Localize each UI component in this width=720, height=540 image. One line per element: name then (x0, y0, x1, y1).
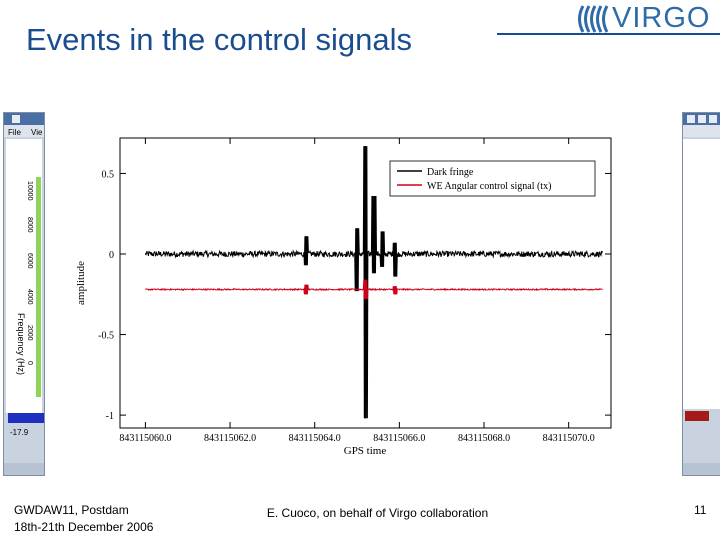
colorbar (8, 413, 44, 423)
virgo-logo (578, 5, 609, 33)
window-titlebar (4, 113, 44, 125)
menu-view: Vie (31, 128, 43, 137)
spectrogram-ytick: 0 (26, 361, 33, 365)
x-tick-label: 843115062.0 (204, 433, 256, 444)
window-statusbar (683, 463, 720, 475)
spectrogram-ylabel: Frequency (Hz) (16, 313, 26, 375)
spectrogram-ytick: 2000 (26, 325, 33, 341)
legend-label: WE Angular control signal (tx) (427, 181, 551, 192)
y-tick-label: -1 (106, 411, 114, 422)
footer-dates: 18th-21th December 2006 (14, 520, 154, 534)
series-line-1 (145, 279, 603, 300)
legend-label: Dark fringe (427, 167, 474, 178)
close-icon (709, 115, 717, 123)
background-window-right-content (683, 113, 720, 475)
maximize-icon (698, 115, 706, 123)
menu-bar (4, 125, 44, 137)
background-window-left-content: File Vie Frequency (Hz) 10000 8000 6000 … (4, 113, 44, 475)
footer-author: E. Cuoco, on behalf of Virgo collaborati… (266, 506, 489, 520)
plot-frame (119, 137, 612, 429)
y-tick-label: -0.5 (98, 331, 114, 342)
x-tick-label: 843115070.0 (543, 433, 595, 444)
y-axis-label: amplitude (75, 261, 87, 305)
spectrogram-ytick: 8000 (26, 217, 33, 233)
x-tick-label: 843115068.0 (458, 433, 510, 444)
minimize-icon (687, 115, 695, 123)
colorbar-value: -17.9 (10, 428, 29, 437)
x-tick-label: 843115066.0 (373, 433, 425, 444)
legend-box (389, 160, 596, 197)
slide-title: Events in the control signals (26, 22, 412, 57)
background-window-right (682, 112, 720, 476)
colorbar (685, 411, 709, 421)
menu-bar (683, 125, 720, 137)
chart: Dark fringe WE Angular control signal (tx… (70, 128, 618, 458)
header-rule (497, 33, 720, 35)
x-tick-label: 843115060.0 (119, 433, 171, 444)
window-statusbar (4, 463, 44, 475)
x-tick-label: 843115064.0 (289, 433, 341, 444)
footer-event: GWDAW11, Postdam (14, 503, 129, 517)
plot-panel (683, 139, 720, 409)
legend: Dark fringe WE Angular control signal (tx… (389, 160, 596, 197)
x-axis-label: GPS time (344, 445, 387, 457)
spectrogram-ytick: 4000 (26, 289, 33, 305)
page-number: 11 (694, 503, 707, 517)
spectrogram-ytick: 6000 (26, 253, 33, 269)
y-tick-label: 0 (109, 250, 114, 261)
background-window-left: File Vie Frequency (Hz) 10000 8000 6000 … (3, 112, 45, 476)
virgo-logo-text: VIRGO (612, 2, 711, 34)
y-tick-label: 0.5 (102, 169, 115, 180)
window-control-icon (12, 115, 20, 123)
spectrogram-ytick: 10000 (26, 181, 33, 201)
chart-marks (144, 146, 603, 419)
spectrogram-strip (36, 177, 41, 397)
menu-file: File (8, 128, 21, 137)
